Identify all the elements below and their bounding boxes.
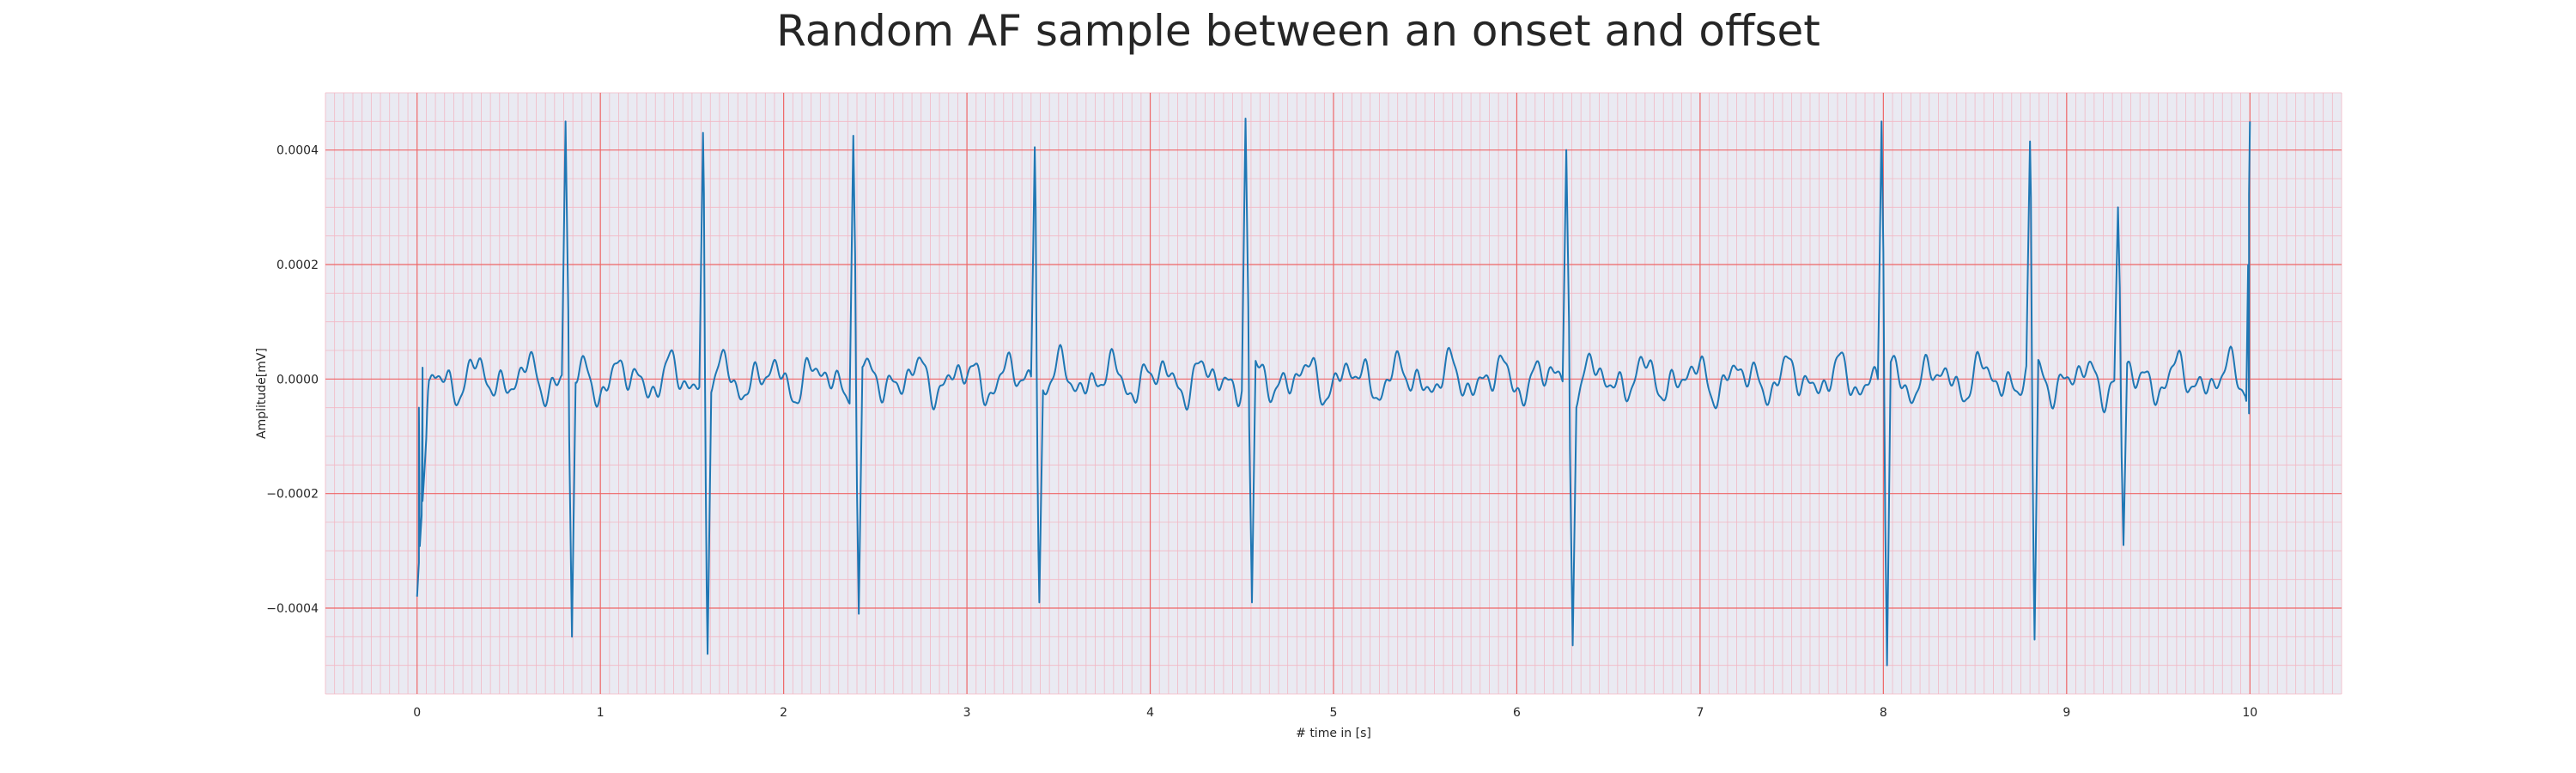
x-tick-label: 9 bbox=[2063, 706, 2070, 720]
x-axis-ticks: 0 1 2 3 4 5 6 7 8 9 10 bbox=[413, 706, 2257, 720]
x-tick-label: 7 bbox=[1696, 706, 1704, 720]
x-axis-label: # time in [s] bbox=[1296, 727, 1371, 740]
y-tick-label: 0.0002 bbox=[276, 259, 319, 272]
x-tick-label: 5 bbox=[1330, 706, 1338, 720]
y-tick-label: 0.0000 bbox=[276, 373, 319, 386]
x-tick-label: 3 bbox=[963, 706, 971, 720]
x-tick-label: 4 bbox=[1146, 706, 1154, 720]
y-tick-label: 0.0004 bbox=[276, 144, 319, 158]
x-tick-label: 2 bbox=[780, 706, 787, 720]
x-tick-label: 10 bbox=[2242, 706, 2257, 720]
x-tick-label: 8 bbox=[1880, 706, 1887, 720]
y-axis-ticks: −0.0004 −0.0002 0.0000 0.0002 0.0004 bbox=[266, 144, 319, 616]
x-tick-label: 1 bbox=[597, 706, 605, 720]
y-axis-label: Amplitude[mV] bbox=[255, 348, 269, 439]
chart-title: Random AF sample between an onset and of… bbox=[776, 6, 1820, 56]
ecg-series-line bbox=[416, 118, 2251, 666]
y-tick-label: −0.0004 bbox=[266, 602, 319, 616]
x-tick-label: 0 bbox=[413, 706, 421, 720]
y-tick-label: −0.0002 bbox=[266, 488, 319, 502]
x-tick-label: 6 bbox=[1513, 706, 1521, 720]
series-layer bbox=[416, 118, 2251, 666]
